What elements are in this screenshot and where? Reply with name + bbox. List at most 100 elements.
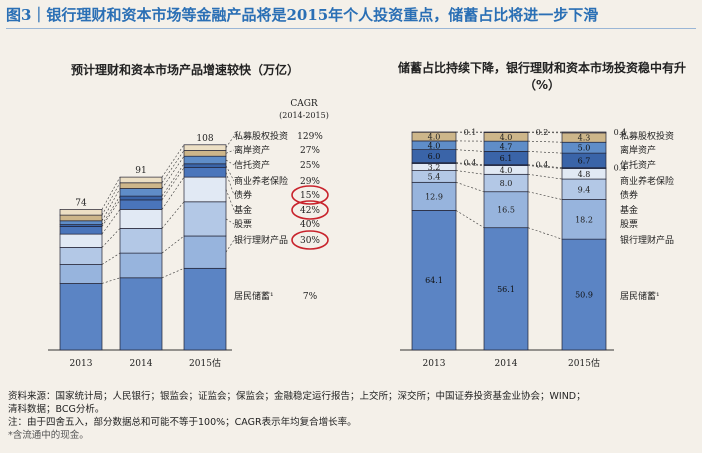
data-label-bank_wm-2015估: 18.2 [575, 215, 593, 224]
cagr-value-bank_wm: 30% [300, 236, 320, 246]
legend-label-private_equity: 私募股权投资 [234, 130, 288, 142]
bar-segment-funds-2013 [59, 233, 103, 248]
connector-line [161, 163, 185, 197]
bar-segment-offshore-2014 [119, 182, 163, 189]
connector-line [527, 173, 563, 180]
bar-segment-savings-2015估 [183, 267, 227, 351]
connector-line [161, 150, 185, 183]
legend-leader-line [225, 239, 235, 253]
footer-source-line2: 清科数据；BCG分析。 [8, 404, 105, 415]
cagr-value-bonds: 15% [300, 191, 320, 201]
data-label-stocks-2013: 5.4 [428, 172, 441, 181]
x-tick-label: 2014 [130, 359, 153, 369]
data-label-offshore-2013: 4.0 [428, 133, 441, 142]
footer-source-line1: 资料来源：国家统计局；人民银行；银监会；证监会；保监会；金融稳定运行报告；上交所… [8, 391, 586, 402]
left-stacked-bar-chart: 74 2013 91 2014 108 2015估 CAGR (2014-2015) 居民储蓄¹… [48, 99, 329, 369]
bar-segment-offshore-2015估 [183, 150, 227, 157]
connector-line [161, 268, 185, 279]
bar-segment-commercial_insurance-2014 [119, 195, 163, 201]
connector-line [455, 170, 485, 175]
data-label-bank_wm-2014: 16.5 [497, 206, 515, 215]
connector-line [455, 162, 485, 165]
cagr-value-trust: 25% [300, 161, 320, 171]
connector-line [527, 227, 563, 240]
connector-line [527, 151, 563, 154]
legend-label-funds: 基金 [234, 204, 252, 216]
legend-label-trust: 信托资产 [234, 159, 270, 171]
data-label-bonds-2014: 0.4 [536, 161, 549, 170]
bar-segment-stocks-2015估 [183, 201, 227, 237]
legend-label-offshore: 离岸资产 [234, 144, 270, 156]
connector-line [161, 176, 185, 210]
bar-segment-trust-2014 [119, 188, 163, 197]
legend-leader-line [225, 159, 235, 166]
data-label-funds-2015估: 4.8 [578, 170, 591, 179]
bar-segment-bank_wm-2013 [59, 264, 103, 284]
connector-line [101, 209, 121, 235]
connector-line [161, 167, 185, 201]
connector-line [527, 140, 563, 143]
data-label-private_equity-2013: 0.1 [464, 128, 477, 137]
connector-line [101, 199, 121, 227]
connector-line [101, 176, 121, 210]
data-label-savings-2014: 56.1 [497, 285, 515, 294]
bar-segment-bank_wm-2013 [411, 181, 457, 211]
bar-segment-bonds-2014 [119, 199, 163, 210]
data-label-savings-2013: 64.1 [425, 276, 443, 285]
x-tick-label: 2013 [70, 359, 93, 369]
bar-segment-offshore-2013 [59, 214, 103, 222]
legend-label-bank_wm: 银行理财产品 [620, 234, 674, 246]
bar-segment-savings-2013 [59, 283, 103, 351]
data-label-stocks-2015估: 9.4 [578, 185, 591, 194]
connector-line [527, 164, 563, 169]
legend-label-stocks: 股票 [620, 219, 638, 230]
connector-line [101, 195, 121, 225]
x-tick-label: 2013 [423, 359, 446, 369]
page-title: 图3｜银行理财和资本市场等金融产品将是2015年个人投资重点，储蓄占比将进一步下… [6, 6, 599, 24]
footer-note: 注：由于四舍五入，部分数据总和可能不等于100%；CAGR表示年均复合增长率。 [8, 417, 357, 428]
data-label-commercial_insurance-2013: 6.0 [428, 152, 441, 161]
bar-segment-private_equity-2014 [119, 176, 163, 184]
legend-label-private_equity: 私募股权投资 [620, 130, 674, 142]
cagr-value-offshore: 27% [300, 146, 320, 156]
bar-segment-stocks-2014 [119, 228, 163, 254]
data-label-trust-2015估: 5.0 [578, 144, 591, 153]
x-tick-label: 2014 [495, 359, 518, 369]
connector-line [455, 149, 485, 152]
bar-segment-commercial_insurance-2015估 [183, 163, 227, 168]
data-label-commercial_insurance-2015估: 6.7 [578, 156, 591, 165]
legend-label-bank_wm: 银行理财产品 [234, 234, 288, 246]
highlight-circle-bonds [291, 185, 329, 205]
bar-total-label: 91 [135, 166, 146, 176]
bar-segment-bonds-2015估 [183, 167, 227, 178]
connector-line [161, 156, 185, 189]
data-label-funds-2014: 4.0 [500, 166, 513, 175]
legend-label-stocks: 股票 [234, 219, 252, 230]
bar-segment-trust-2013 [59, 220, 103, 225]
bar-total-label: 74 [75, 198, 87, 208]
highlight-circle-funds [291, 200, 329, 220]
legend-leader-line [225, 135, 235, 148]
right-percent-stacked-bar-chart: 64.112.95.43.2 0.46.04.04.00.1201356.116.… [400, 128, 674, 369]
bar-segment-private_equity-2013 [59, 209, 103, 216]
legend-leader-line [225, 149, 235, 154]
bar-segment-stocks-2013 [59, 247, 103, 265]
bar-segment-bank_wm-2015估 [561, 199, 607, 240]
data-label-bonds-2013: 0.4 [464, 159, 477, 168]
title-divider [6, 28, 696, 29]
legend-label-bonds: 债券 [234, 189, 252, 201]
connector-line [161, 144, 185, 178]
data-label-offshore-2015估: 4.3 [578, 134, 591, 143]
legend-leader-line [225, 189, 235, 211]
bar-segment-private_equity-2015估 [183, 144, 227, 151]
connector-line [101, 277, 121, 284]
x-tick-label: 2015估 [568, 357, 600, 369]
bar-segment-bank_wm-2014 [119, 252, 163, 279]
cagr-value-savings: 7% [303, 292, 318, 302]
bar-segment-funds-2014 [119, 209, 163, 229]
bar-total-label: 108 [196, 134, 213, 144]
legend-label-savings: 居民储蓄¹ [234, 290, 274, 302]
legend-label-funds: 基金 [620, 204, 638, 216]
legend-label-commercial_insurance: 商业养老保险 [620, 175, 674, 187]
connector-line [455, 210, 485, 228]
